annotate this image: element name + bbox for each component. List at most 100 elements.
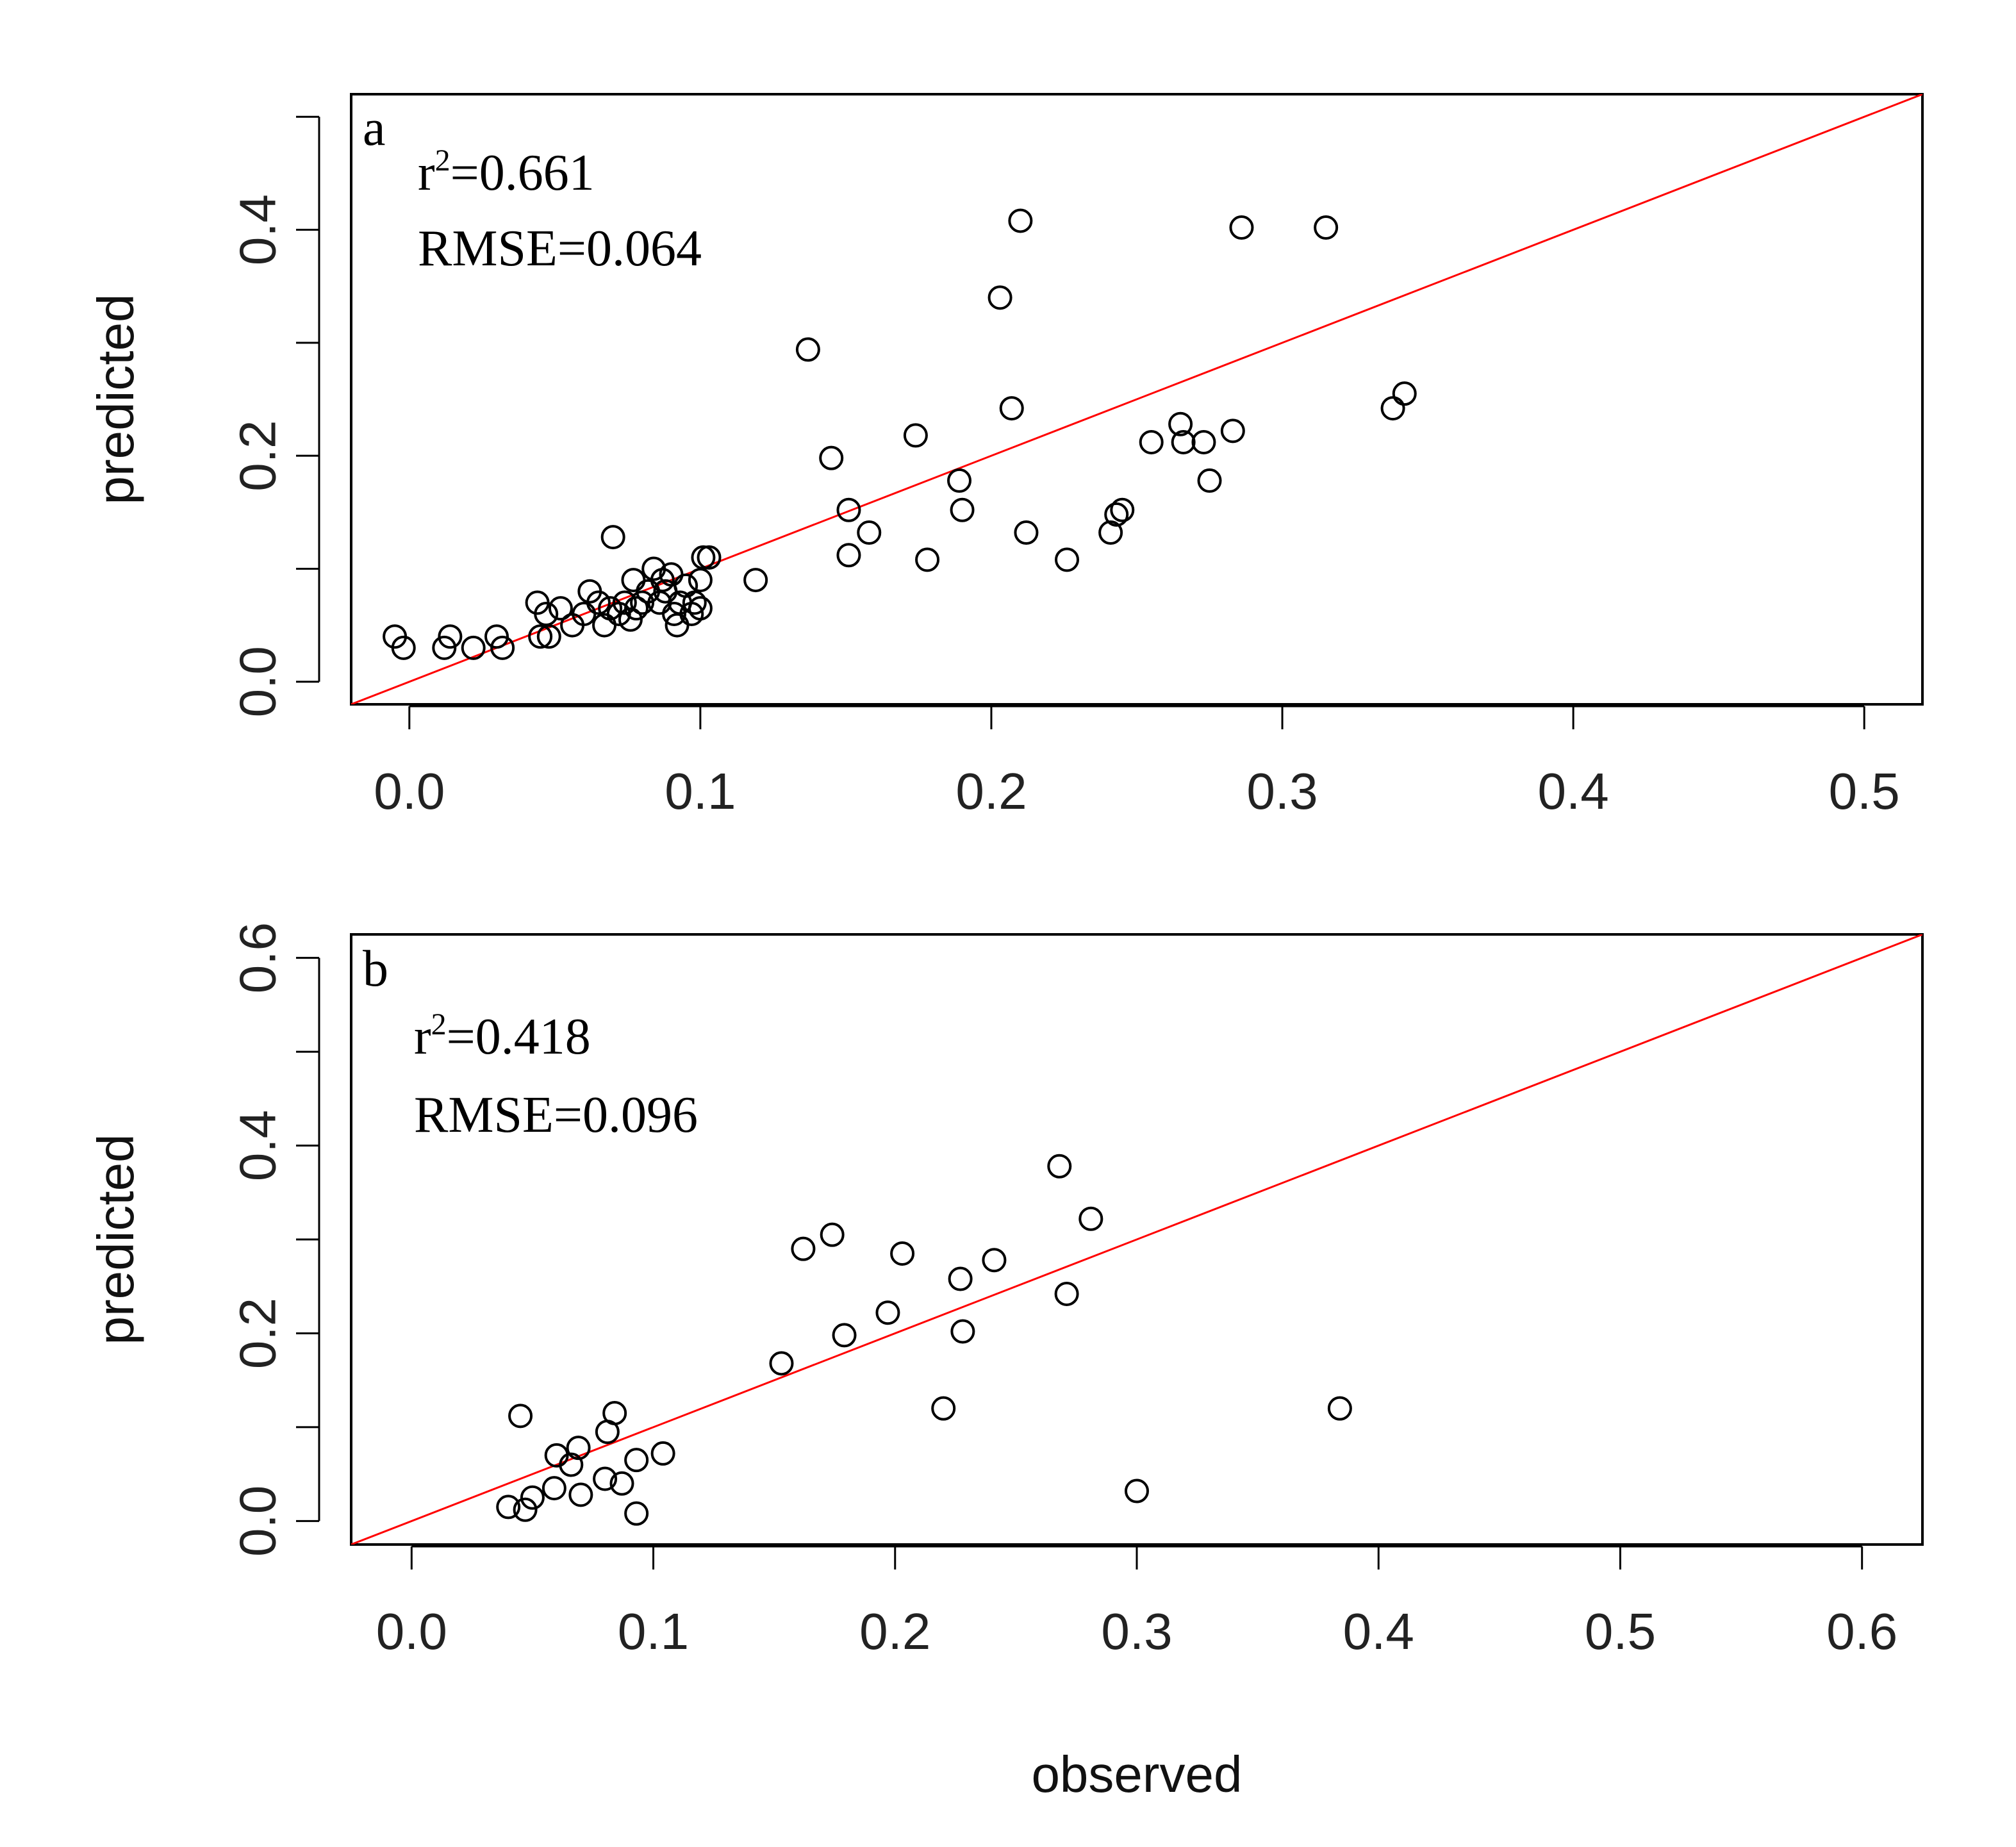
panel-b-x-tick-label-3: 0.3 (1101, 1603, 1172, 1660)
panel-a-point-67 (1380, 396, 1405, 421)
panel-b-point-19 (832, 1323, 857, 1348)
panel-b-point-3 (520, 1485, 545, 1510)
panel-b-point-22 (931, 1396, 956, 1421)
panel-a-point-21 (618, 607, 643, 632)
panel-a-point-38 (688, 568, 713, 593)
panel-a-point-31 (662, 601, 687, 626)
panel-a-point-41 (743, 568, 768, 593)
panel-b-points (496, 1154, 1352, 1526)
panel-a-point-1 (391, 635, 416, 660)
panel-a-point-54 (1014, 520, 1039, 545)
panel-b-point-17 (791, 1236, 816, 1261)
panel-b-r2-prefix: r (414, 1009, 431, 1065)
panel-b-point-2 (513, 1497, 538, 1522)
panel-a-point-46 (857, 520, 882, 545)
panel-a-x-tick-label-0: 0.0 (374, 763, 445, 820)
panel-b-point-13 (624, 1448, 649, 1473)
panel-a-point-37 (688, 596, 713, 621)
panel-a-point-11 (548, 596, 573, 621)
panel-a-point-65 (1229, 215, 1254, 240)
panel-a-x-tick-label-1: 0.1 (665, 763, 736, 820)
panel-b-point-4 (541, 1476, 566, 1501)
panel-b-point-20 (875, 1300, 900, 1325)
panel-b-point-15 (650, 1441, 675, 1466)
panel-a-points (383, 208, 1417, 660)
panel-a-point-19 (606, 601, 631, 626)
panel-a-point-64 (1220, 418, 1245, 443)
panel-b-x-tick-label-5: 0.5 (1585, 1603, 1656, 1660)
panel-b-label: b (363, 941, 388, 997)
panel-b-y-tick-label-0: 0.0 (229, 1486, 286, 1557)
panel-a-point-51 (987, 285, 1012, 310)
panel-b-x-tick-label-4: 0.4 (1343, 1603, 1414, 1660)
panel-b-r2-value: =0.418 (447, 1009, 591, 1065)
panel-a-point-8 (528, 624, 553, 649)
panel-a-x-ticks: 0.0 0.1 0.2 0.3 0.4 0.5 (374, 706, 1900, 820)
panel-a-point-10 (536, 624, 561, 649)
panel-a-point-53 (1008, 208, 1033, 233)
panel-b-point-24 (950, 1319, 975, 1344)
panel-a-point-57 (1104, 502, 1129, 527)
panel-b-y-ticks: 0.0 0.2 0.4 0.6 (229, 922, 319, 1557)
panel-a-point-15 (586, 590, 611, 615)
panel-a-point-52 (999, 396, 1024, 421)
panel-a-point-22 (621, 568, 646, 593)
panel-b-point-18 (820, 1222, 845, 1247)
panel-a-point-47 (903, 423, 928, 448)
panel-b-point-23 (948, 1266, 973, 1291)
panel-b-frame (350, 933, 1924, 1546)
panel-b-point-9 (593, 1466, 618, 1491)
panel-b-r2: r2=0.418 (414, 1007, 591, 1065)
panel-b-y-axis-title: predicted (87, 1134, 144, 1345)
panel-a-point-43 (819, 445, 844, 470)
panel-b-r2-superscript: 2 (431, 1007, 447, 1041)
panel-b-point-28 (1078, 1206, 1103, 1231)
panel-b: 0.0 0.1 0.2 0.3 0.4 0.5 0.6 0.0 0.2 0.4 0.6 b r2=… (87, 922, 1924, 1803)
panel-a-r2-value: =0.661 (450, 145, 595, 201)
panel-b-point-7 (566, 1436, 591, 1461)
panel-a-point-23 (624, 596, 649, 621)
panel-a-y-tick-label-4: 0.4 (229, 194, 286, 265)
panel-a-y-axis-title: predicted (87, 294, 144, 504)
panel-a-r2-prefix: r (418, 145, 435, 201)
panel-a-x-tick-label-4: 0.4 (1538, 763, 1609, 820)
panel-a-point-39 (691, 545, 716, 570)
panel-b-x-tick-label-0: 0.0 (376, 1603, 447, 1660)
panel-a-point-59 (1139, 429, 1164, 454)
panel-b-point-12 (609, 1471, 634, 1496)
panel-a-point-56 (1098, 520, 1123, 545)
panel-a-point-2 (432, 635, 457, 660)
panel-a-point-45 (836, 543, 861, 568)
panel-a-point-40 (697, 545, 722, 570)
panel-a-point-24 (630, 590, 655, 615)
panel-a-point-58 (1110, 497, 1135, 522)
panel-a-point-66 (1314, 215, 1339, 240)
panel-b-y-tick-label-2: 0.2 (229, 1298, 286, 1369)
panel-a-y-tick-label-2: 0.2 (229, 420, 286, 492)
panel-a-point-4 (461, 635, 486, 660)
panel-a-r2: r2=0.661 (418, 144, 595, 201)
panel-a-x-tick-label-5: 0.5 (1829, 763, 1900, 820)
panel-b-point-11 (602, 1400, 627, 1425)
panel-a-r2-superscript: 2 (435, 144, 450, 178)
panel-a-point-61 (1171, 429, 1196, 454)
panel-a-point-36 (682, 590, 707, 615)
panel-a-point-44 (836, 497, 861, 522)
panel-a-point-60 (1168, 411, 1193, 436)
panel-b-x-ticks: 0.0 0.1 0.2 0.3 0.4 0.5 0.6 (376, 1546, 1897, 1660)
panel-b-reference-line (351, 934, 1922, 1545)
panel-a-point-5 (484, 624, 509, 649)
panel-b-point-14 (624, 1501, 649, 1526)
x-axis-title: observed (1031, 1746, 1242, 1803)
panel-a-rmse: RMSE=0.064 (418, 220, 702, 277)
panel-b-rmse: RMSE=0.096 (414, 1087, 698, 1143)
panel-a-label: a (363, 100, 386, 156)
panel-a-point-55 (1055, 547, 1080, 572)
panel-a-point-50 (950, 497, 975, 522)
panel-b-point-8 (568, 1482, 593, 1507)
panel-b-point-0 (496, 1495, 521, 1520)
panel-b-point-6 (559, 1452, 584, 1477)
panel-b-point-27 (1054, 1281, 1079, 1306)
panel-a-point-3 (438, 624, 463, 649)
panel-a-x-tick-label-2: 0.2 (955, 763, 1027, 820)
